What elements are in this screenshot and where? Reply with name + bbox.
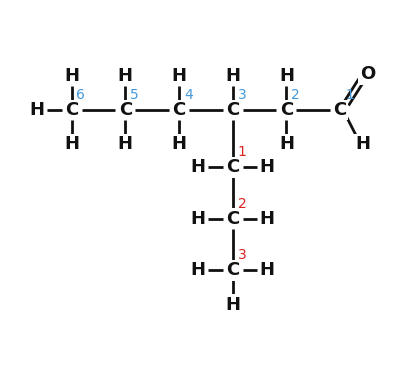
Text: C: C xyxy=(119,101,132,119)
Text: H: H xyxy=(225,296,240,314)
Text: O: O xyxy=(360,65,375,83)
Text: H: H xyxy=(279,135,294,153)
Text: H: H xyxy=(225,67,240,85)
Text: H: H xyxy=(30,101,45,119)
Text: H: H xyxy=(191,210,206,228)
Text: H: H xyxy=(172,135,186,153)
Text: C: C xyxy=(280,101,293,119)
Text: H: H xyxy=(118,135,133,153)
Text: H: H xyxy=(172,67,186,85)
Text: H: H xyxy=(259,158,275,176)
Text: H: H xyxy=(191,158,206,176)
Text: H: H xyxy=(356,135,371,153)
Text: 6: 6 xyxy=(77,88,85,102)
Text: 2: 2 xyxy=(292,88,300,102)
Text: H: H xyxy=(64,135,79,153)
Text: C: C xyxy=(65,101,78,119)
Text: C: C xyxy=(226,210,239,228)
Text: 1: 1 xyxy=(345,88,354,102)
Text: 3: 3 xyxy=(238,248,246,262)
Text: 4: 4 xyxy=(184,88,193,102)
Text: C: C xyxy=(172,101,186,119)
Text: H: H xyxy=(191,261,206,279)
Text: 2: 2 xyxy=(238,197,246,211)
Text: 3: 3 xyxy=(238,88,246,102)
Text: C: C xyxy=(226,158,239,176)
Text: 5: 5 xyxy=(130,88,139,102)
Text: 1: 1 xyxy=(238,145,247,159)
Text: C: C xyxy=(226,101,239,119)
Text: C: C xyxy=(334,101,347,119)
Text: H: H xyxy=(279,67,294,85)
Text: H: H xyxy=(64,67,79,85)
Text: H: H xyxy=(259,210,275,228)
Text: H: H xyxy=(118,67,133,85)
Text: H: H xyxy=(259,261,275,279)
Text: C: C xyxy=(226,261,239,279)
